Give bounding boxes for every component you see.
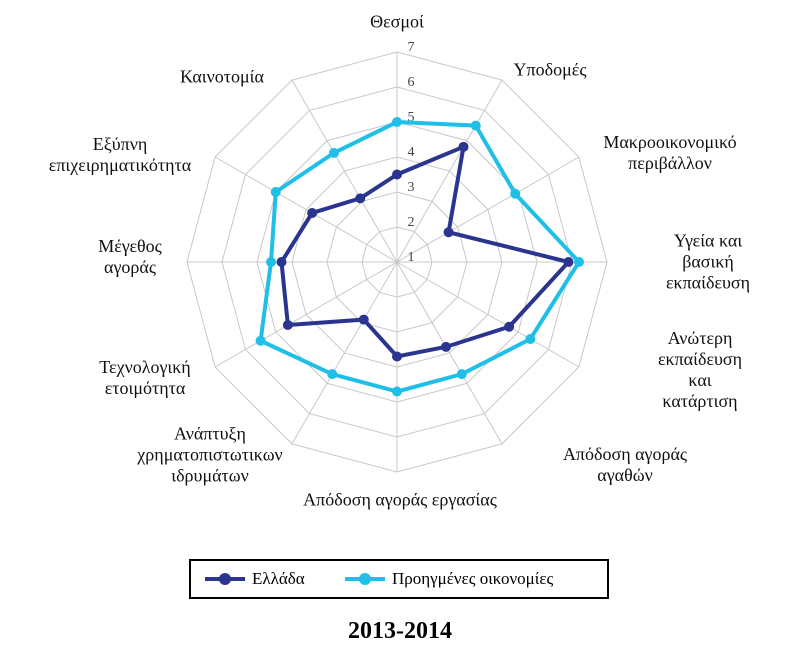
data-point — [266, 257, 276, 267]
data-point — [458, 141, 469, 152]
data-point — [255, 335, 266, 346]
data-point — [358, 314, 369, 325]
category-label: Μέγεθος αγοράς — [98, 236, 162, 277]
data-point — [392, 169, 402, 180]
data-point — [441, 341, 451, 352]
data-point — [282, 320, 293, 330]
legend-marker — [219, 573, 231, 585]
data-point — [276, 257, 287, 267]
r-tick-label: 6 — [408, 75, 415, 90]
data-point — [456, 369, 467, 380]
category-label: Καινοτομία — [180, 66, 264, 87]
data-point — [510, 188, 521, 199]
data-point — [504, 321, 515, 332]
r-tick-label: 2 — [408, 215, 415, 230]
category-label: Μακροοικονομικό περιβάλλον — [603, 132, 737, 173]
category-label: Υγεία και βασική εκπαίδευση — [665, 230, 751, 293]
data-point — [574, 257, 584, 267]
spoke — [291, 79, 398, 263]
series-line — [279, 143, 573, 359]
data-point — [563, 257, 574, 267]
data-point — [307, 208, 318, 218]
category-label: Ανάπτυξη χρηματοπιστωτικων ιδρυμάτων — [137, 423, 283, 486]
legend-box — [189, 559, 609, 599]
legend-label: Προηγμένες οικονομίες — [392, 569, 554, 588]
data-point — [329, 147, 339, 158]
r-tick-label: 4 — [408, 145, 415, 160]
legend-marker — [359, 573, 371, 585]
data-point — [392, 351, 402, 362]
r-tick-label: 1 — [408, 250, 415, 265]
r-tick-label: 3 — [408, 180, 415, 195]
category-label: Τεχνολογική ετοιμότητα — [99, 357, 191, 398]
spoke — [396, 79, 503, 263]
data-point — [392, 117, 402, 127]
category-label: Εξύπνη επιχειρηματικότητα — [48, 134, 192, 175]
spoke — [214, 261, 398, 368]
data-point — [327, 369, 338, 380]
category-label: Θεσμοί — [370, 11, 424, 32]
r-tick-label: 5 — [408, 110, 415, 125]
chart-title: 2013-2014 — [348, 618, 452, 644]
category-label: Υποδομές — [513, 59, 587, 80]
spoke — [291, 261, 398, 445]
data-point — [525, 334, 536, 344]
spoke — [396, 156, 580, 263]
data-point — [270, 187, 281, 197]
data-point — [355, 193, 366, 204]
category-label: Απόδοση αγοράς αγαθών — [562, 444, 688, 485]
legend-label: Ελλάδα — [252, 569, 305, 588]
data-point — [392, 386, 402, 397]
data-point — [470, 120, 481, 131]
spoke — [214, 156, 398, 263]
data-point — [443, 227, 454, 238]
spoke — [396, 261, 580, 368]
category-label: Ανώτερη εκπαίδευση και κατάρτιση — [657, 328, 743, 411]
category-label: Απόδοση αγοράς εργασίας — [303, 489, 497, 510]
spoke — [396, 261, 503, 445]
r-tick-label: 7 — [408, 40, 415, 55]
